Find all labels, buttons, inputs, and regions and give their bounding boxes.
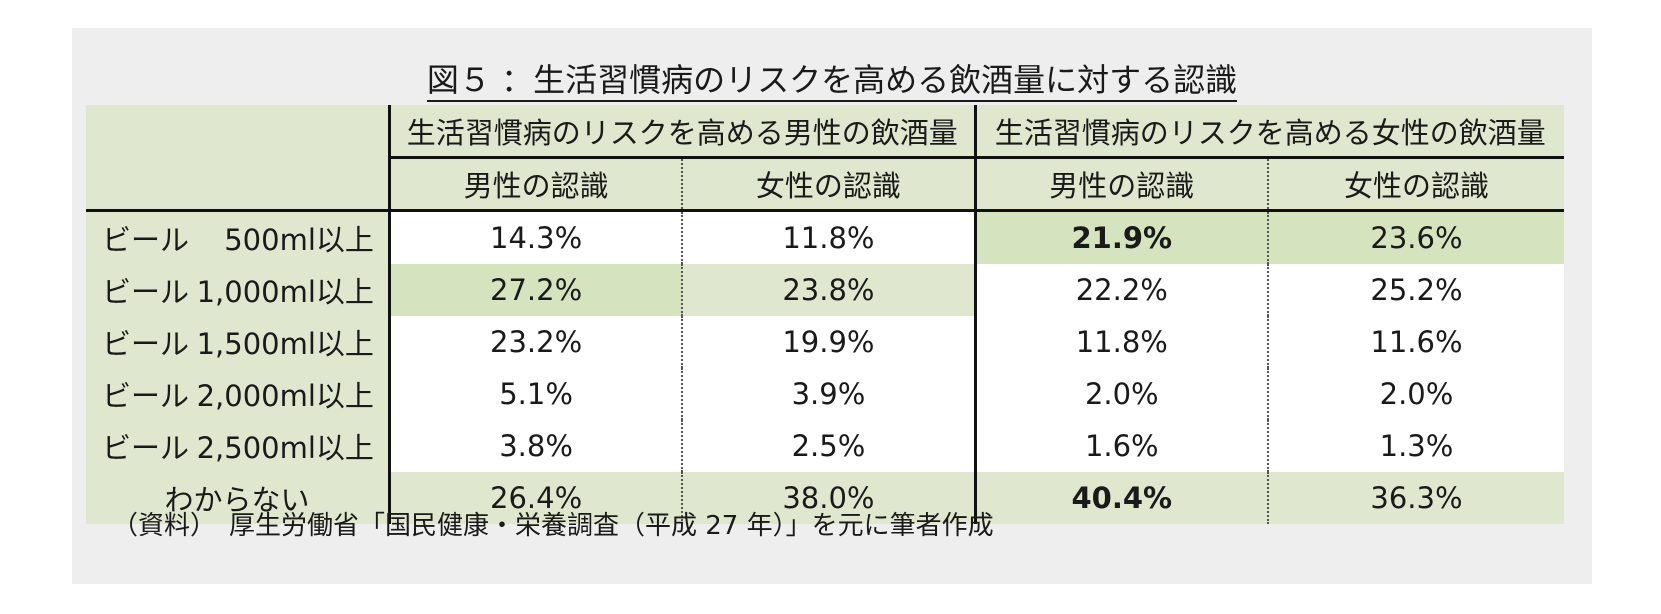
- row-label: ビール 1,500ml以上: [86, 316, 390, 368]
- header-male-group-female-recognition: 女性の認識: [681, 157, 976, 212]
- table-cell: 11.8%: [973, 316, 1268, 368]
- source-note: （資料） 厚生労働省「国民健康・栄養調査（平成 27 年）」を元に筆者作成: [112, 511, 994, 541]
- row-label: ビール 1,000ml以上: [86, 264, 390, 316]
- table-cell: 11.8%: [681, 210, 976, 264]
- table-cell: 1.6%: [973, 420, 1268, 472]
- row-label-amount: 2,000ml以上: [196, 379, 374, 413]
- table-cell: 5.1%: [387, 368, 683, 420]
- figure-title-text: 図５ ：生活習慣病のリスクを高める飲酒量に対する認識: [426, 61, 1238, 102]
- table-cell: 2.0%: [973, 368, 1268, 420]
- table-row: ビール 2,500ml以上 3.8% 2.5% 1.6% 1.3%: [86, 420, 1564, 472]
- row-label-amount: 500ml以上: [224, 223, 374, 257]
- header-row-subgroups: 男性の認識 女性の認識 男性の認識 女性の認識: [86, 157, 1564, 212]
- table-cell: 26.4%: [387, 472, 683, 524]
- row-label: ビール 500ml以上: [86, 210, 390, 264]
- table-cell: 19.9%: [681, 316, 976, 368]
- row-label-amount: 1,500ml以上: [196, 327, 374, 361]
- header-group-female: 生活習慣病のリスクを高める女性の飲酒量: [973, 105, 1564, 159]
- row-label-item: ビール: [102, 431, 190, 465]
- table-cell-highlighted: 23.6%: [1266, 210, 1564, 264]
- header-male-group-male-recognition: 男性の認識: [387, 157, 683, 212]
- table-row: ビール 1,000ml以上 27.2% 23.8% 22.2% 25.2%: [86, 264, 1564, 316]
- table-cell-highlighted: 21.9%: [973, 210, 1268, 264]
- row-label-item: ビール: [102, 327, 190, 361]
- table-cell: 22.2%: [973, 264, 1268, 316]
- table-row: わからない 26.4% 38.0% 40.4% 36.3%: [86, 472, 1564, 524]
- header-group-male: 生活習慣病のリスクを高める男性の飲酒量: [387, 105, 976, 159]
- table-cell: 23.2%: [387, 316, 683, 368]
- table-row: ビール 2,000ml以上 5.1% 3.9% 2.0% 2.0%: [86, 368, 1564, 420]
- header-female-group-male-recognition: 男性の認識: [973, 157, 1268, 212]
- data-table: 生活習慣病のリスクを高める男性の飲酒量 生活習慣病のリスクを高める女性の飲酒量 …: [86, 105, 1564, 524]
- table-cell: 36.3%: [1266, 472, 1564, 524]
- table-cell: 1.3%: [1266, 420, 1564, 472]
- row-label: ビール 2,000ml以上: [86, 368, 390, 420]
- header-female-group-female-recognition: 女性の認識: [1266, 157, 1564, 212]
- row-label-item: ビール: [102, 379, 190, 413]
- row-label-amount: 1,000ml以上: [196, 275, 374, 309]
- table-cell-highlighted: 27.2%: [387, 264, 683, 316]
- header-row-groups: 生活習慣病のリスクを高める男性の飲酒量 生活習慣病のリスクを高める女性の飲酒量: [86, 105, 1564, 212]
- row-label: ビール 2,500ml以上: [86, 420, 390, 472]
- table-cell: 40.4%: [973, 472, 1268, 524]
- row-label: わからない: [86, 472, 390, 524]
- table-cell: 3.8%: [387, 420, 683, 472]
- table-cell: 11.6%: [1266, 316, 1564, 368]
- row-label-item: ビール: [102, 223, 190, 257]
- figure-title: 図５ ：生活習慣病のリスクを高める飲酒量に対する認識: [72, 60, 1592, 102]
- table-cell: 2.0%: [1266, 368, 1564, 420]
- table-cell: 25.2%: [1266, 264, 1564, 316]
- table-cell: 38.0%: [681, 472, 976, 524]
- table-row: ビール 1,500ml以上 23.2% 19.9% 11.8% 11.6%: [86, 316, 1564, 368]
- table-cell-highlighted: 23.8%: [681, 264, 976, 316]
- table-cell: 14.3%: [387, 210, 683, 264]
- table-cell: 2.5%: [681, 420, 976, 472]
- table-cell: 3.9%: [681, 368, 976, 420]
- table-row: ビール 500ml以上 14.3% 11.8% 21.9% 23.6%: [86, 210, 1564, 264]
- row-label-amount: 2,500ml以上: [196, 431, 374, 465]
- row-label-item: ビール: [102, 275, 190, 309]
- header-corner-cell: [86, 105, 390, 212]
- figure-panel: 図５ ：生活習慣病のリスクを高める飲酒量に対する認識 生活習慣病のリスクを高める…: [72, 28, 1592, 584]
